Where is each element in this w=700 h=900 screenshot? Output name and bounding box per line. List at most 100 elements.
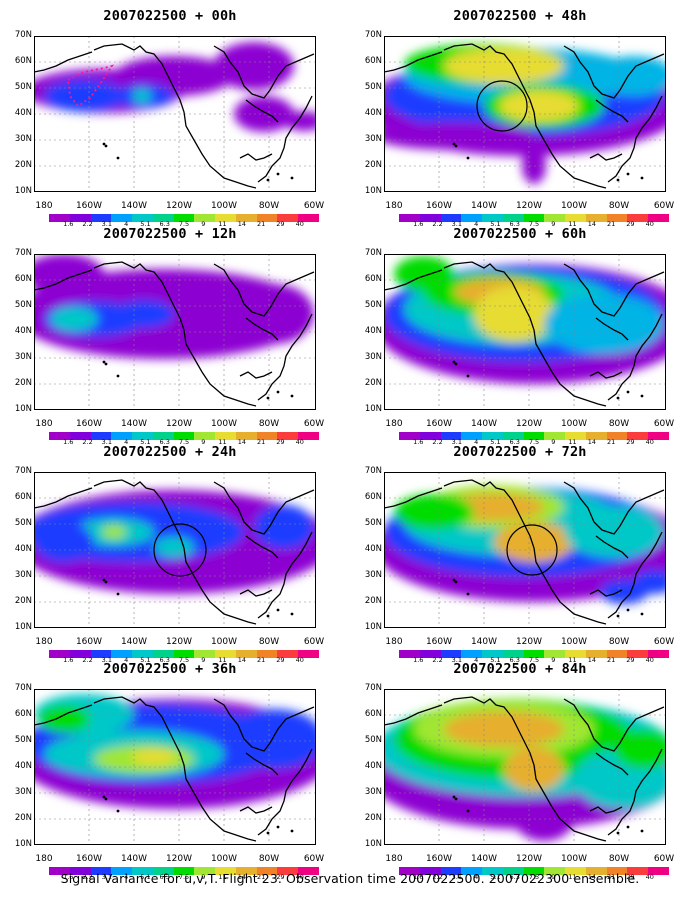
colorbar-label: 6.3 bbox=[509, 656, 520, 664]
lat-tick-label: 70N bbox=[14, 683, 32, 693]
coastline bbox=[443, 261, 607, 407]
lat-tick-label: 50N bbox=[364, 300, 382, 310]
variance-contour bbox=[614, 729, 666, 769]
map-panel-p72: 2007022500 + 72h 70N 60N 50N 40N 30N 20N 10N 180… bbox=[350, 444, 690, 664]
lat-tick-label: 20N bbox=[14, 378, 32, 388]
colorbar-label: 1.6 bbox=[413, 220, 424, 228]
coastline bbox=[589, 153, 623, 161]
colorbar-swatch bbox=[132, 867, 153, 875]
lat-tick-label: 40N bbox=[14, 326, 32, 336]
colorbar-label: 1.6 bbox=[63, 873, 74, 881]
island bbox=[104, 362, 108, 366]
island bbox=[454, 580, 458, 584]
colorbar-swatch bbox=[90, 432, 112, 440]
island bbox=[640, 394, 644, 398]
colorbar-label: 1.6 bbox=[63, 220, 74, 228]
colorbar-label: 2.2 bbox=[432, 656, 443, 664]
island bbox=[466, 592, 470, 596]
lat-tick-label: 40N bbox=[364, 108, 382, 118]
map-frame bbox=[34, 36, 316, 192]
colorbar-label: 1.6 bbox=[413, 438, 424, 446]
colorbar-label: 4 bbox=[124, 656, 129, 664]
coastline bbox=[93, 479, 257, 625]
colorbar-swatch bbox=[152, 432, 174, 440]
colorbar-swatch bbox=[215, 432, 236, 440]
lon-tick-label: 80W bbox=[608, 419, 630, 429]
colorbar-label: 6.3 bbox=[159, 438, 170, 446]
coastline bbox=[607, 95, 663, 183]
lat-tick-label: 40N bbox=[14, 108, 32, 118]
coastline bbox=[34, 704, 93, 726]
colorbar-swatch bbox=[277, 867, 299, 875]
coastline bbox=[245, 317, 279, 341]
colorbar-swatch bbox=[256, 214, 278, 222]
colorbar-swatch bbox=[648, 432, 669, 440]
colorbar-label: 29 bbox=[626, 656, 635, 664]
coastline bbox=[213, 45, 315, 99]
lon-tick-label: 180 bbox=[385, 854, 403, 864]
lon-tick-label: 100W bbox=[560, 201, 588, 211]
coastline bbox=[93, 696, 257, 842]
colorbar-swatch bbox=[111, 214, 133, 222]
colorbar-swatch bbox=[69, 867, 91, 875]
lon-tick-label: 120W bbox=[515, 419, 543, 429]
colorbar-swatch bbox=[49, 650, 70, 658]
colorbar-label: 3.1 bbox=[451, 438, 463, 446]
lon-tick-label: 100W bbox=[210, 201, 238, 211]
island bbox=[266, 396, 270, 400]
lat-tick-label: 30N bbox=[14, 352, 32, 362]
colorbar-label: 21 bbox=[257, 220, 266, 228]
lat-tick-label: 50N bbox=[14, 735, 32, 745]
colorbar-swatch bbox=[235, 867, 257, 875]
lon-tick-label: 80W bbox=[608, 201, 630, 211]
variance-contour bbox=[564, 506, 664, 558]
colorbar-label: 9 bbox=[201, 220, 206, 228]
lat-tick-label: 40N bbox=[14, 761, 32, 771]
lat-tick-label: 50N bbox=[14, 518, 32, 528]
colorbar-swatch bbox=[544, 432, 566, 440]
colorbar-label: 11 bbox=[568, 656, 577, 664]
colorbar bbox=[49, 867, 319, 875]
verification-region-circle bbox=[506, 524, 558, 576]
colorbar-swatch bbox=[132, 650, 153, 658]
colorbar-swatch bbox=[49, 432, 70, 440]
colorbar-label: 40 bbox=[645, 438, 654, 446]
colorbar-swatch bbox=[215, 650, 236, 658]
lat-tick-label: 50N bbox=[14, 82, 32, 92]
colorbar-swatch bbox=[235, 650, 257, 658]
coastline bbox=[384, 487, 443, 509]
lat-tick-label: 60N bbox=[14, 56, 32, 66]
colorbar-swatch bbox=[627, 214, 649, 222]
lon-tick-label: 140W bbox=[120, 854, 148, 864]
lat-tick-label: 20N bbox=[364, 813, 382, 823]
colorbar-label: 2.2 bbox=[82, 656, 93, 664]
coastline bbox=[443, 43, 607, 189]
colorbar-swatch bbox=[461, 214, 483, 222]
colorbar-swatch bbox=[152, 867, 174, 875]
colorbar-label: 11 bbox=[218, 220, 227, 228]
colorbar-label: 3.1 bbox=[101, 656, 113, 664]
coastline bbox=[443, 479, 607, 625]
colorbar-label: 4 bbox=[474, 873, 479, 881]
variance-contour bbox=[34, 254, 104, 294]
colorbar-label: 1.6 bbox=[63, 438, 74, 446]
colorbar-label: 4 bbox=[474, 656, 479, 664]
colorbar-label: 3.1 bbox=[451, 873, 463, 881]
lon-tick-label: 160W bbox=[425, 419, 453, 429]
variance-contour bbox=[444, 48, 564, 84]
colorbar-label: 7.5 bbox=[178, 873, 190, 881]
variance-contour bbox=[38, 705, 90, 733]
colorbar-swatch bbox=[565, 214, 586, 222]
colorbar-swatch bbox=[523, 867, 545, 875]
variance-map bbox=[34, 254, 316, 410]
variance-contour bbox=[132, 749, 176, 765]
colorbar-swatch bbox=[502, 867, 524, 875]
colorbar-swatch bbox=[461, 432, 483, 440]
island bbox=[626, 172, 630, 176]
colorbar-swatch bbox=[523, 214, 545, 222]
lon-tick-label: 80W bbox=[608, 854, 630, 864]
colorbar-label: 21 bbox=[257, 656, 266, 664]
colorbar-swatch bbox=[235, 214, 257, 222]
island bbox=[626, 825, 630, 829]
coastline bbox=[563, 481, 665, 535]
